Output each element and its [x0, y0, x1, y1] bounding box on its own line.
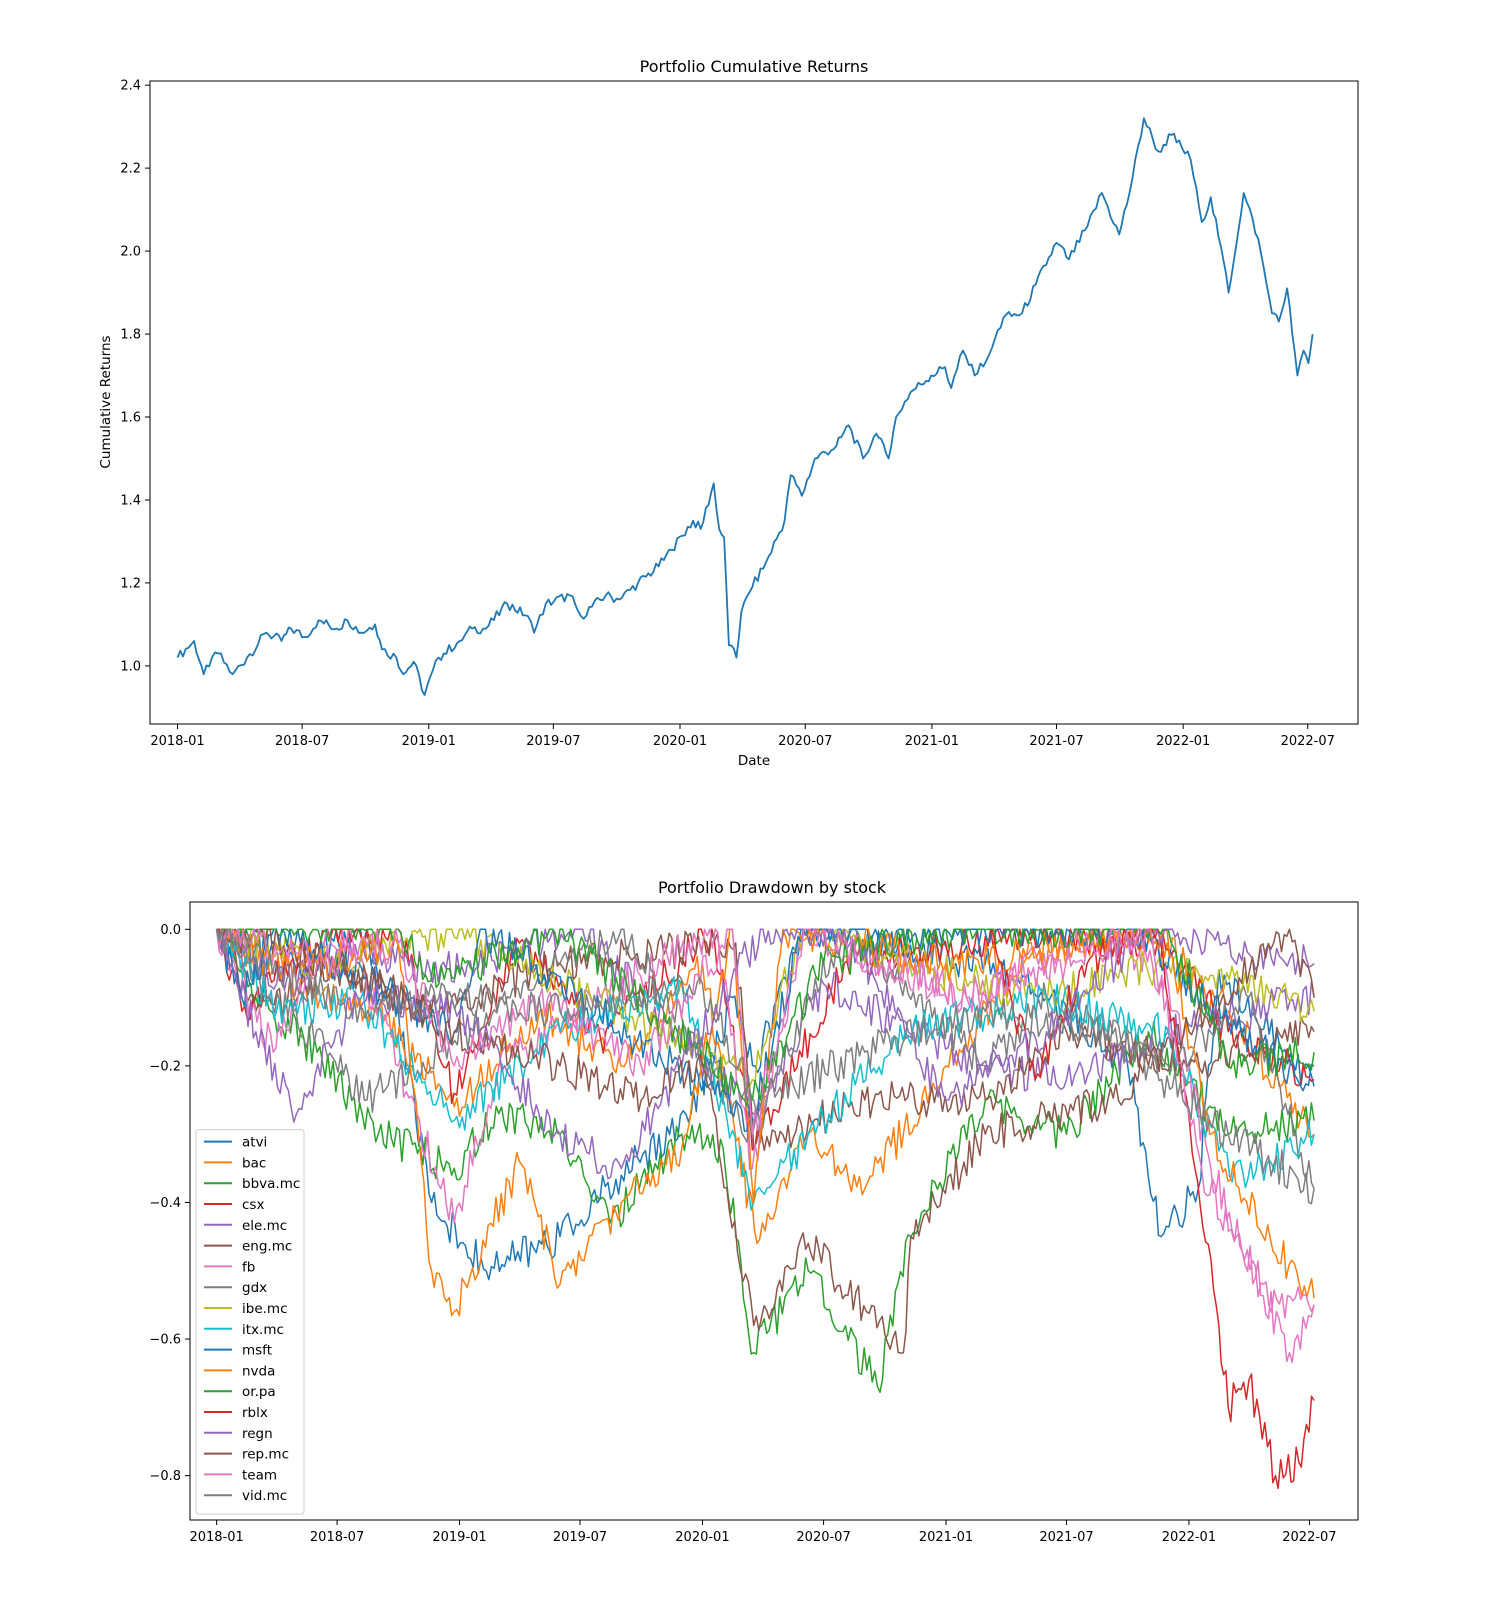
legend-label: nvda	[242, 1363, 275, 1379]
x-ticks: 2018-01 2018-07 2019-01 2019-07 2020-01 2020-…	[189, 1520, 1337, 1545]
legend-label: csx	[242, 1197, 264, 1213]
legend-label: msft	[242, 1343, 272, 1359]
x-tick-label: 2018-01	[150, 734, 204, 749]
x-axis-label: Date	[738, 753, 770, 769]
plot-area	[176, 117, 1314, 696]
y-tick-label: 2.4	[120, 79, 141, 94]
chart-title: Portfolio Drawdown by stock	[658, 878, 887, 897]
legend-label: team	[242, 1467, 277, 1483]
x-tick-label: 2019-07	[526, 734, 580, 749]
x-tick-label: 2021-01	[905, 734, 959, 749]
legend-label: rep.mc	[242, 1447, 289, 1463]
y-tick-label: 1.2	[120, 576, 141, 591]
series-line	[176, 117, 1314, 696]
x-tick-label: 2022-01	[1156, 734, 1210, 749]
x-tick-label: 2018-07	[310, 1530, 364, 1545]
legend-label: itx.mc	[242, 1322, 284, 1338]
x-tick-label: 2019-07	[553, 1530, 607, 1545]
drawdown-chart: Portfolio Drawdown by stock 2018-01 2018-…	[149, 878, 1359, 1545]
legend-label: bbva.mc	[242, 1176, 300, 1192]
y-tick-label: −0.6	[149, 1333, 181, 1348]
axes-frame	[149, 80, 1359, 725]
x-tick-label: 2022-07	[1281, 734, 1335, 749]
x-tick-label: 2019-01	[432, 1530, 486, 1545]
legend-label: gdx	[242, 1280, 267, 1296]
x-ticks: 2018-01 2018-07 2019-01 2019-07 2020-01 2020-…	[150, 724, 1335, 749]
plot-area	[215, 928, 1315, 1490]
legend-label: fb	[242, 1259, 255, 1275]
y-ticks: 0.0 −0.2 −0.4 −0.6 −0.8	[149, 923, 190, 1484]
x-tick-label: 2020-01	[675, 1530, 729, 1545]
legend-label: atvi	[242, 1135, 267, 1151]
y-tick-label: 1.4	[120, 493, 141, 508]
y-axis-label: Cumulative Returns	[98, 335, 114, 468]
y-tick-label: 1.6	[120, 411, 141, 426]
x-tick-label: 2021-01	[919, 1530, 973, 1545]
series-line-team	[215, 928, 1315, 1319]
y-tick-label: 0.0	[160, 923, 181, 938]
chart-title: Portfolio Cumulative Returns	[640, 57, 869, 76]
x-tick-label: 2019-01	[402, 734, 456, 749]
x-tick-label: 2020-01	[653, 734, 707, 749]
series-line-ele-mc	[215, 928, 1315, 1121]
y-tick-label: 2.2	[120, 162, 141, 177]
legend-label: vid.mc	[242, 1488, 287, 1504]
x-tick-label: 2018-01	[189, 1530, 243, 1545]
series-line-rep-mc	[216, 928, 1315, 1354]
legend-label: eng.mc	[242, 1239, 292, 1255]
y-tick-label: 1.0	[120, 659, 141, 674]
legend-label: bac	[242, 1155, 266, 1171]
legend-label: or.pa	[242, 1384, 276, 1400]
series-line-itx-mc	[216, 928, 1315, 1211]
y-tick-label: 1.8	[120, 328, 141, 343]
legend-label: regn	[242, 1426, 273, 1442]
x-tick-label: 2022-01	[1162, 1530, 1216, 1545]
legend-label: ele.mc	[242, 1218, 287, 1234]
axes-frame	[189, 901, 1359, 1521]
y-tick-label: −0.8	[149, 1469, 181, 1484]
legend: atvi bac bbva.mc csx ele.mc eng.mc fb gdx ibe.mc…	[195, 1129, 305, 1515]
legend-label: ibe.mc	[242, 1301, 288, 1317]
series-line-gdx	[215, 928, 1315, 1190]
y-ticks: 1.0 1.2 1.4 1.6 1.8 2.0 2.2 2.4	[120, 79, 150, 674]
y-tick-label: 2.0	[120, 245, 141, 260]
y-tick-label: −0.4	[149, 1196, 181, 1211]
cumulative-returns-chart: Portfolio Cumulative Returns 2018-01 2018…	[98, 57, 1359, 769]
x-tick-label: 2020-07	[796, 1530, 850, 1545]
x-tick-label: 2018-07	[275, 734, 329, 749]
x-tick-label: 2021-07	[1039, 1530, 1093, 1545]
legend-label: rblx	[242, 1405, 268, 1421]
y-tick-label: −0.2	[149, 1059, 181, 1074]
series-line-vid-mc	[215, 928, 1315, 1205]
x-tick-label: 2020-07	[778, 734, 832, 749]
series-line-bbva-mc	[216, 928, 1315, 1393]
x-tick-label: 2021-07	[1029, 734, 1083, 749]
x-tick-label: 2022-07	[1282, 1530, 1336, 1545]
